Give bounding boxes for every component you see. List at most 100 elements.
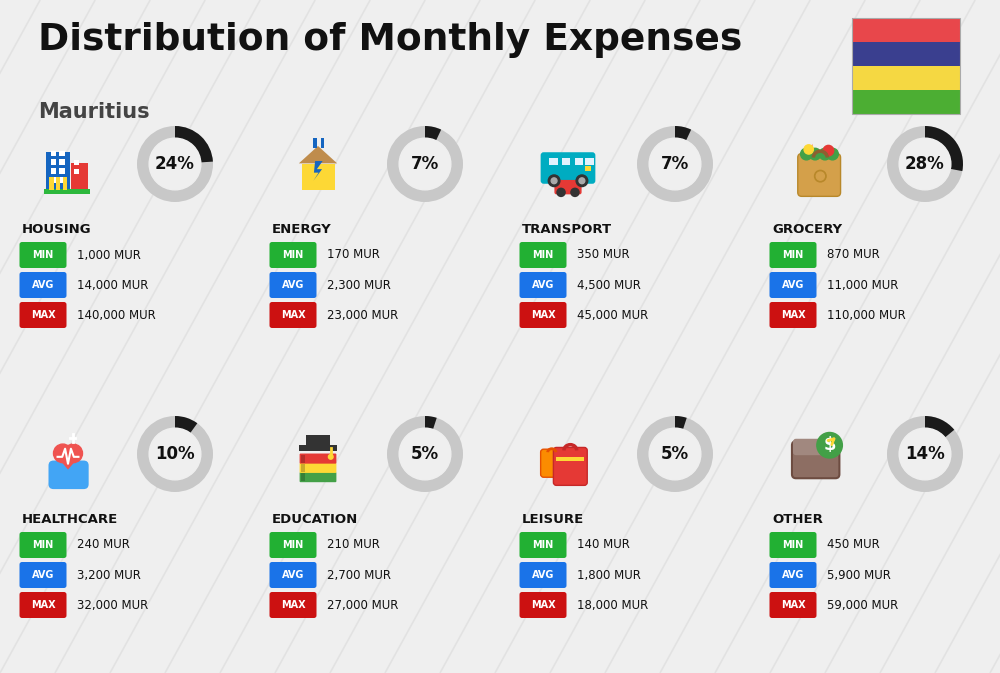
Text: 2,300 MUR: 2,300 MUR	[327, 279, 391, 291]
Text: 2,700 MUR: 2,700 MUR	[327, 569, 391, 581]
Text: AVG: AVG	[32, 570, 54, 580]
Text: 450 MUR: 450 MUR	[827, 538, 880, 551]
Text: Mauritius: Mauritius	[38, 102, 150, 122]
FancyBboxPatch shape	[793, 439, 838, 455]
Polygon shape	[313, 161, 323, 181]
Circle shape	[816, 172, 824, 180]
FancyBboxPatch shape	[300, 463, 336, 473]
Text: 28%: 28%	[905, 155, 945, 173]
Wedge shape	[887, 126, 963, 202]
FancyBboxPatch shape	[44, 189, 90, 194]
Wedge shape	[425, 416, 437, 429]
Text: MIN: MIN	[782, 250, 804, 260]
Text: 870 MUR: 870 MUR	[827, 248, 880, 262]
Circle shape	[817, 433, 842, 458]
Text: EDUCATION: EDUCATION	[272, 513, 358, 526]
Text: 350 MUR: 350 MUR	[577, 248, 630, 262]
Text: MIN: MIN	[282, 540, 304, 550]
FancyBboxPatch shape	[301, 473, 305, 481]
FancyBboxPatch shape	[541, 449, 563, 477]
Text: TRANSPORT: TRANSPORT	[522, 223, 612, 236]
FancyBboxPatch shape	[554, 180, 582, 194]
FancyBboxPatch shape	[585, 157, 594, 164]
Text: AVG: AVG	[782, 280, 804, 290]
FancyBboxPatch shape	[299, 446, 337, 451]
Circle shape	[399, 138, 451, 190]
Circle shape	[899, 428, 951, 480]
Text: GROCERY: GROCERY	[772, 223, 842, 236]
Text: 24%: 24%	[155, 155, 195, 173]
FancyBboxPatch shape	[20, 592, 66, 618]
FancyBboxPatch shape	[313, 138, 317, 148]
FancyBboxPatch shape	[74, 168, 79, 174]
FancyBboxPatch shape	[519, 242, 566, 268]
Circle shape	[571, 188, 579, 197]
Circle shape	[649, 138, 701, 190]
FancyBboxPatch shape	[270, 532, 316, 558]
Text: 11,000 MUR: 11,000 MUR	[827, 279, 898, 291]
Text: 14%: 14%	[905, 445, 945, 463]
Text: 14,000 MUR: 14,000 MUR	[77, 279, 148, 291]
Wedge shape	[387, 126, 463, 202]
Circle shape	[815, 170, 826, 182]
Text: 7%: 7%	[661, 155, 689, 173]
Circle shape	[328, 454, 333, 459]
Circle shape	[548, 175, 560, 186]
Text: MAX: MAX	[531, 600, 555, 610]
FancyBboxPatch shape	[20, 272, 66, 298]
Circle shape	[54, 444, 72, 462]
FancyBboxPatch shape	[46, 151, 70, 192]
FancyBboxPatch shape	[59, 160, 65, 165]
FancyBboxPatch shape	[541, 152, 595, 184]
FancyBboxPatch shape	[301, 464, 305, 472]
Text: MAX: MAX	[281, 600, 305, 610]
Wedge shape	[425, 126, 441, 141]
FancyBboxPatch shape	[59, 151, 65, 156]
Text: LEISURE: LEISURE	[522, 513, 584, 526]
FancyBboxPatch shape	[769, 272, 816, 298]
FancyBboxPatch shape	[575, 157, 583, 164]
FancyBboxPatch shape	[549, 157, 558, 164]
FancyBboxPatch shape	[49, 460, 89, 489]
FancyBboxPatch shape	[519, 302, 566, 328]
Circle shape	[899, 138, 951, 190]
Wedge shape	[137, 126, 213, 202]
Circle shape	[649, 428, 701, 480]
Text: MIN: MIN	[532, 540, 554, 550]
Wedge shape	[175, 126, 213, 162]
Text: 5%: 5%	[411, 445, 439, 463]
Wedge shape	[637, 416, 713, 492]
Circle shape	[801, 148, 812, 160]
Text: 1,000 MUR: 1,000 MUR	[77, 248, 141, 262]
FancyBboxPatch shape	[585, 166, 591, 171]
Text: 4,500 MUR: 4,500 MUR	[577, 279, 641, 291]
FancyBboxPatch shape	[20, 302, 66, 328]
Text: AVG: AVG	[782, 570, 804, 580]
Wedge shape	[887, 416, 963, 492]
Text: 1,800 MUR: 1,800 MUR	[577, 569, 641, 581]
FancyBboxPatch shape	[51, 177, 56, 182]
FancyBboxPatch shape	[20, 532, 66, 558]
Text: MAX: MAX	[781, 600, 805, 610]
FancyBboxPatch shape	[852, 66, 960, 90]
FancyBboxPatch shape	[56, 177, 60, 190]
Text: AVG: AVG	[532, 570, 554, 580]
Text: 240 MUR: 240 MUR	[77, 538, 130, 551]
Text: 27,000 MUR: 27,000 MUR	[327, 598, 398, 612]
Text: 7%: 7%	[411, 155, 439, 173]
Text: 170 MUR: 170 MUR	[327, 248, 380, 262]
FancyBboxPatch shape	[852, 90, 960, 114]
FancyBboxPatch shape	[270, 592, 316, 618]
FancyBboxPatch shape	[270, 562, 316, 588]
Circle shape	[576, 175, 588, 186]
Wedge shape	[925, 126, 963, 171]
Circle shape	[579, 178, 585, 184]
FancyBboxPatch shape	[51, 168, 56, 174]
Circle shape	[551, 178, 557, 184]
Text: OTHER: OTHER	[772, 513, 823, 526]
FancyBboxPatch shape	[519, 532, 566, 558]
Text: 210 MUR: 210 MUR	[327, 538, 380, 551]
FancyBboxPatch shape	[59, 177, 65, 182]
FancyBboxPatch shape	[51, 151, 56, 156]
Wedge shape	[387, 416, 463, 492]
